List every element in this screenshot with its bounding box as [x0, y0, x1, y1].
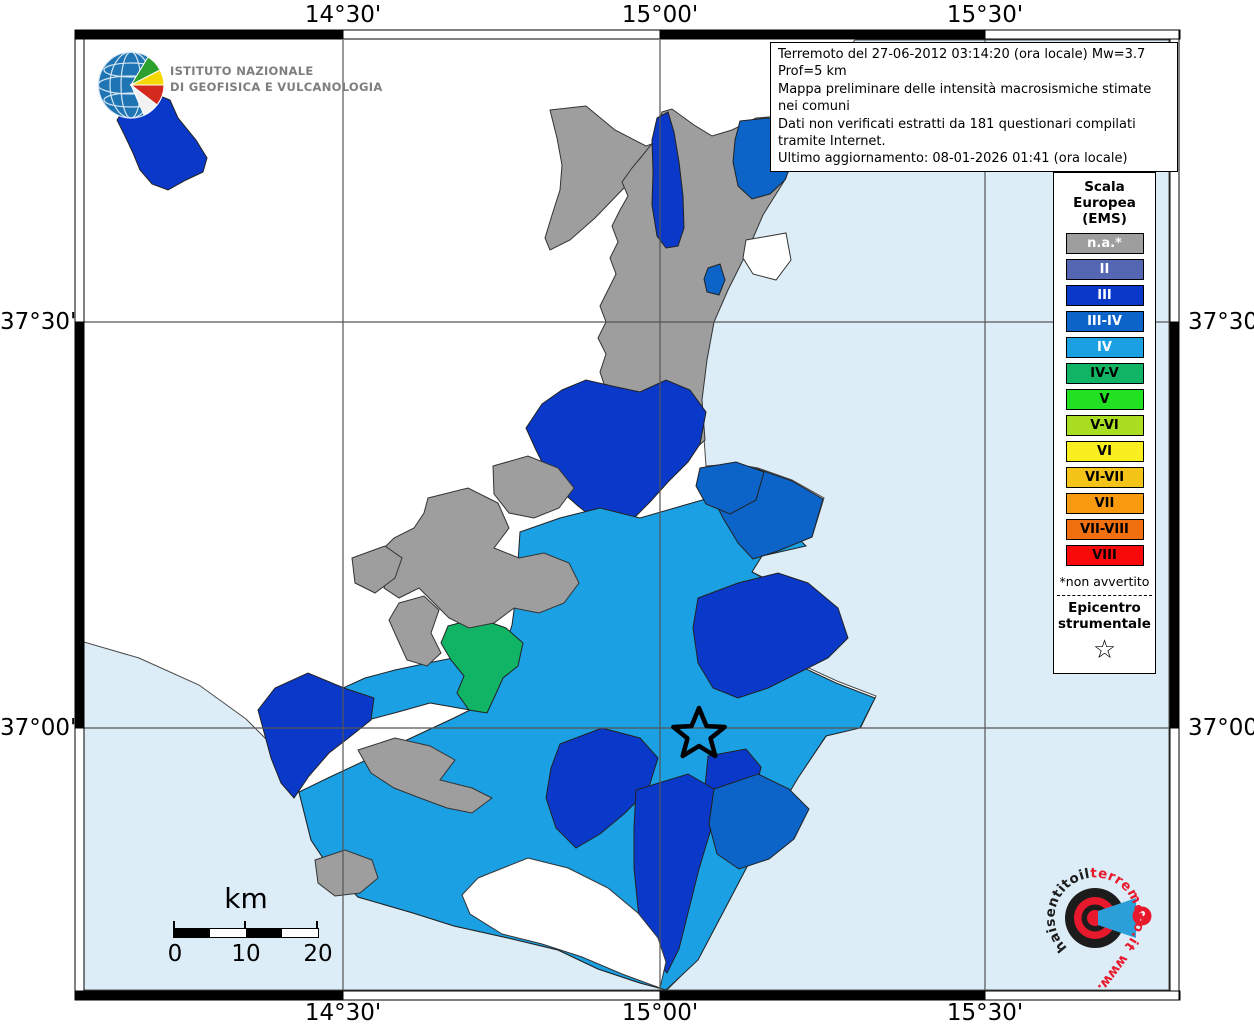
lon-label-top-1500: 15°00'	[621, 2, 699, 28]
municipality-polygon-iii-southleft	[545, 727, 659, 849]
question-mark: ?	[1138, 910, 1146, 925]
municipality-polygon-iiiiv-inland	[695, 461, 765, 515]
municipality-polygon-iii-nestar	[692, 572, 849, 699]
municipality-polygon-iiiiv-se	[708, 773, 810, 870]
legend-swatch-VI: VI	[1065, 440, 1144, 462]
municipality-polygon-ivv-green	[440, 617, 524, 714]
scalebar-tick	[173, 921, 175, 928]
lat-label-left-3700: 37°00'	[0, 715, 77, 741]
municipality-polygon-gray-bl2	[314, 849, 379, 897]
municipality-polygon-iii-bl	[257, 672, 375, 799]
legend-star-icon: ☆	[1092, 635, 1117, 666]
legend-swatch-IV_V: IV-V	[1065, 362, 1144, 384]
scalebar-unit: km	[224, 882, 268, 915]
legend-swatch-V_VI: V-VI	[1065, 414, 1144, 436]
legend-swatch-VIII: VIII	[1065, 544, 1144, 566]
legend-swatch-VII: VII	[1065, 492, 1144, 514]
info-line-event: Terremoto del 27-06-2012 03:14:20 (ora l…	[778, 47, 1146, 80]
municipality-polygon-gray-c1	[492, 455, 575, 519]
info-line-data-source: Dati non verificati estratti da 181 ques…	[778, 116, 1136, 150]
legend-swatch-II: II	[1065, 258, 1144, 280]
scalebar-label-10: 10	[231, 941, 261, 967]
ingv-globe-icon	[97, 51, 165, 119]
scalebar-tick	[244, 921, 246, 928]
legend-epicenter-label: Epicentro strumentale	[1058, 599, 1151, 633]
legend-swatch-VI_VII: VI-VII	[1065, 466, 1144, 488]
question-bubble-icon	[1132, 906, 1152, 926]
lon-label-top-1430: 14°30'	[304, 2, 382, 28]
ingv-logo-text: ISTITUTO NAZIONALE DI GEOFISICA E VULCAN…	[170, 64, 383, 95]
lat-label-right-3700: 37°00'	[1188, 715, 1254, 741]
map-frame	[74, 29, 1181, 1001]
graticule	[84, 40, 1170, 990]
scalebar	[173, 928, 319, 938]
legend-swatch-III_IV: III-IV	[1065, 310, 1144, 332]
municipality-polygon-gray-bl1	[357, 737, 493, 814]
lon-label-bottom-1430: 14°30'	[304, 1000, 382, 1024]
scalebar-tick	[316, 921, 318, 928]
legend-swatch-IV: IV	[1065, 336, 1144, 358]
legend-swatch-na: n.a.*	[1065, 232, 1144, 254]
lat-label-right-3730: 37°30'	[1188, 309, 1254, 335]
municipality-polygon-gray-arm	[544, 105, 663, 251]
megaphone-icon	[1098, 898, 1136, 938]
municipality-polygon-white-coast	[742, 232, 792, 281]
legend-swatch-III: III	[1065, 284, 1144, 306]
legend-footnote: *non avvertito	[1059, 573, 1150, 589]
lon-label-bottom-1500: 15°00'	[621, 1000, 699, 1024]
legend-swatches: n.a.* II III III-IV IV IV-V V V-VI VI VI-VII VII VI…	[1054, 232, 1155, 566]
municipality-polygon-gray-c3	[388, 595, 442, 667]
info-line-updated: Ultimo aggiornamento: 08-01-2026 01:41 (…	[778, 151, 1128, 167]
scalebar-label-0: 0	[167, 941, 183, 967]
legend-title: Scala Europea (EMS)	[1073, 179, 1136, 228]
info-line-map-desc: Mappa preliminare delle intensità macros…	[778, 81, 1152, 115]
municipality-polygon-iiiiv-small	[703, 263, 726, 296]
earthquake-info-box: Terremoto del 27-06-2012 03:14:20 (ora l…	[770, 42, 1178, 172]
lon-label-top-1530: 15°30'	[946, 2, 1024, 28]
intensity-legend: Scala Europea (EMS) n.a.* II III III-IV IV IV…	[1053, 172, 1156, 674]
lat-label-left-3730: 37°30'	[0, 309, 77, 335]
scalebar-label-20: 20	[303, 941, 333, 967]
legend-swatch-VII_VIII: VII-VIII	[1065, 518, 1144, 540]
epicenter-star	[671, 705, 727, 759]
lon-label-bottom-1530: 15°30'	[946, 1000, 1024, 1024]
watermark-text-il: il	[1077, 866, 1091, 884]
legend-divider	[1057, 594, 1152, 596]
municipality-polygon-gray-left	[351, 545, 403, 594]
legend-swatch-V: V	[1065, 388, 1144, 410]
